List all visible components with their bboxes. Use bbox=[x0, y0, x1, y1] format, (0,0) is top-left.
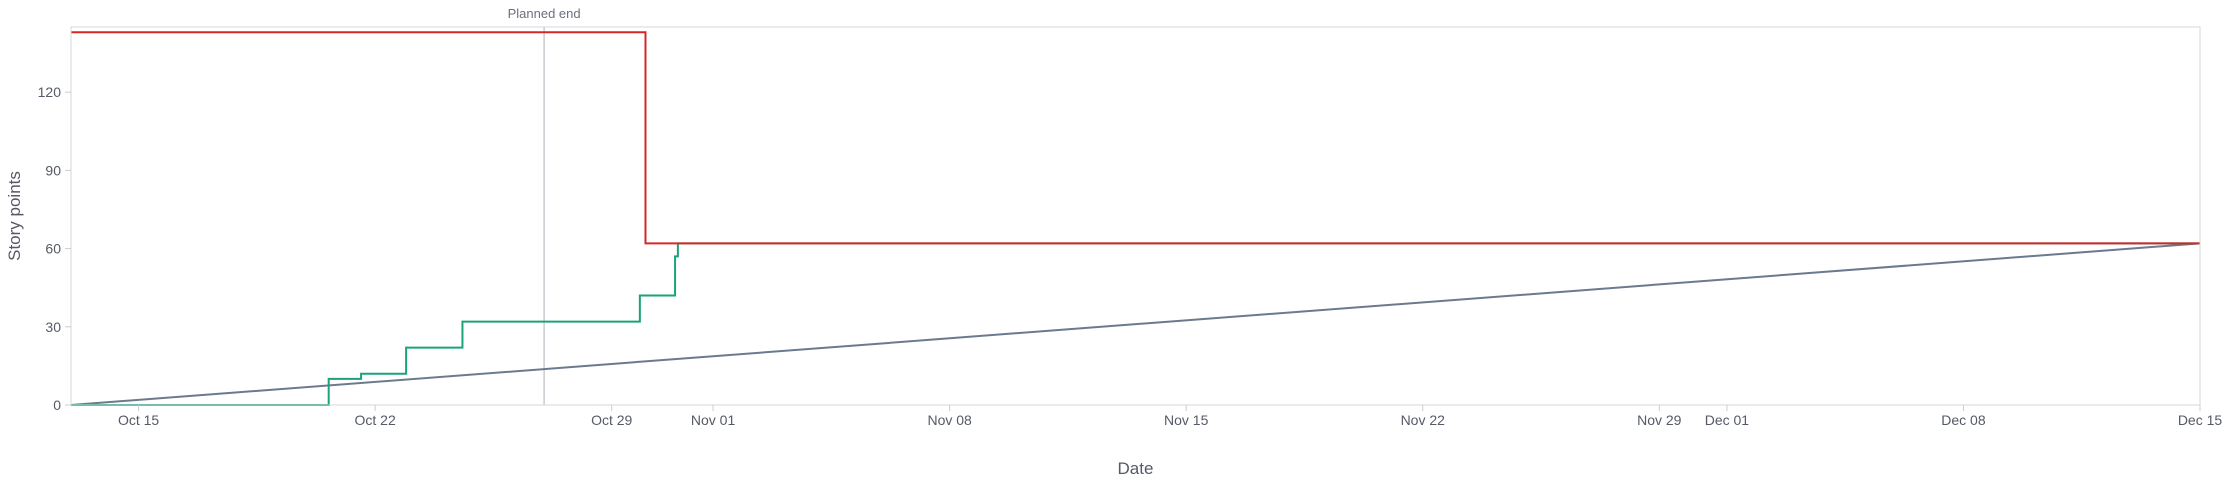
x-tick-label: Dec 15 bbox=[2178, 412, 2223, 428]
series-layer bbox=[70, 31, 2201, 406]
x-tick-label: Dec 01 bbox=[1705, 412, 1750, 428]
annotation-layer: Planned end bbox=[508, 6, 581, 405]
completed-line bbox=[71, 242, 2200, 406]
axis-layer bbox=[70, 26, 2201, 406]
ideal-line bbox=[70, 242, 2201, 406]
x-tick-label: Nov 01 bbox=[691, 412, 736, 428]
x-axis-title: Date bbox=[1118, 459, 1154, 478]
y-tick-label: 0 bbox=[53, 397, 61, 413]
y-tick-label: 30 bbox=[45, 319, 61, 335]
x-tick-label: Nov 22 bbox=[1401, 412, 1446, 428]
tick-layer: 0 30 60 90 120 Oct 15 Oct 22 Oct 29 Nov 01 Nov 08… bbox=[38, 84, 2223, 428]
x-tick-label: Oct 29 bbox=[591, 412, 632, 428]
scope-line bbox=[71, 31, 2200, 245]
y-tick-label: 60 bbox=[45, 241, 61, 257]
x-tick-label: Nov 15 bbox=[1164, 412, 1209, 428]
y-axis-title: Story points bbox=[5, 171, 24, 261]
y-tick-label: 120 bbox=[38, 84, 62, 100]
y-tick-label: 90 bbox=[45, 162, 61, 178]
plot-frame bbox=[70, 26, 2201, 406]
x-tick-label: Oct 22 bbox=[355, 412, 396, 428]
x-tick-label: Oct 15 bbox=[118, 412, 159, 428]
planned-end-label: Planned end bbox=[508, 6, 581, 21]
x-tick-label: Dec 08 bbox=[1941, 412, 1986, 428]
x-tick-label: Nov 08 bbox=[927, 412, 972, 428]
x-tick-label: Nov 29 bbox=[1637, 412, 1682, 428]
